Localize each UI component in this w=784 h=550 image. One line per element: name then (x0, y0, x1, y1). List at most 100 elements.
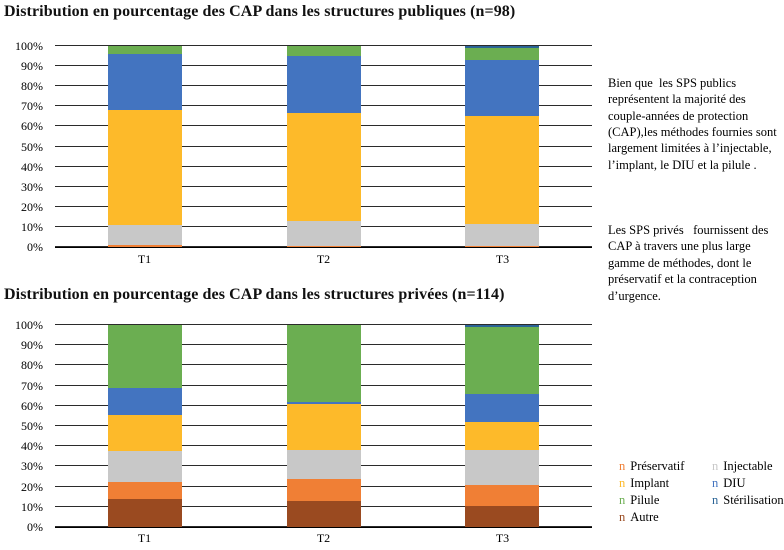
segment-Injectable (286, 450, 361, 479)
legend-marker-DIU: n (712, 476, 719, 490)
segment-Implant (465, 422, 540, 451)
x-tick-label: T3 (495, 252, 510, 266)
segment-Stérilisation (465, 325, 540, 328)
chart-2-plot (55, 324, 592, 528)
y-tick-label: 20% (21, 199, 43, 214)
legend-item-Autre: n Autre (619, 509, 712, 526)
segment-Autre (107, 498, 182, 527)
chart-1-x-axis: T1 T2 T3 (55, 252, 592, 268)
legend-label: Autre (630, 510, 659, 524)
legend-marker-Préservatif: n (619, 459, 626, 473)
segment-Implant (465, 116, 540, 224)
segment-Injectable (107, 451, 182, 482)
gridline (55, 45, 592, 46)
segment-Préservatif (286, 246, 361, 247)
legend-label: DIU (723, 476, 746, 490)
annotation-paragraph-2: Les SPS privés fournissent des CAP à tra… (608, 223, 772, 303)
legend-marker-Stérilisation: n (712, 493, 719, 507)
x-tick-label: T1 (137, 531, 152, 545)
legend-label: Préservatif (630, 459, 685, 473)
segment-Autre (465, 505, 540, 527)
annotation-paragraph-1: Bien que les SPS publics représentent la… (608, 75, 780, 172)
legend-label: Implant (630, 476, 670, 490)
y-tick-label: 90% (21, 59, 43, 74)
segment-DIU (286, 401, 361, 404)
y-tick-label: 0% (27, 240, 43, 254)
segment-Pilule (465, 48, 540, 61)
y-tick-label: 90% (21, 338, 43, 353)
segment-Stérilisation (465, 46, 540, 49)
segment-Pilule (465, 327, 540, 394)
legend-column: n Préservatif n Implant n Pilule n Autre (619, 458, 712, 526)
y-tick-label: 100% (15, 39, 43, 53)
legend-label: Stérilisation (723, 493, 784, 507)
bar-T1 (107, 325, 182, 527)
y-tick-label: 80% (21, 358, 43, 373)
segment-Injectable (286, 220, 361, 246)
segment-Pilule (286, 46, 361, 57)
y-tick-label: 70% (21, 99, 43, 114)
segment-Injectable (107, 224, 182, 245)
chart-2-title: Distribution en pourcentage des CAP dans… (4, 286, 505, 303)
segment-Implant (286, 113, 361, 221)
y-tick-label: 60% (21, 119, 43, 134)
legend-marker-Injectable: n (712, 459, 719, 473)
legend-marker-Implant: n (619, 476, 626, 490)
chart-1-y-axis: 0% 10% 20% 30% 40% 50% 60% 70% 80% 90% 100% (0, 40, 48, 253)
segment-Injectable (465, 450, 540, 485)
segment-Implant (107, 110, 182, 225)
gridline (55, 324, 592, 325)
bar-T2 (286, 46, 361, 247)
y-tick-label: 60% (21, 398, 43, 413)
segment-Préservatif (107, 481, 182, 499)
legend-item-Stérilisation: n Stérilisation (712, 492, 784, 509)
legend-item-Préservatif: n Préservatif (619, 458, 712, 475)
segment-Préservatif (465, 484, 540, 506)
legend-label: Pilule (630, 493, 660, 507)
segment-Pilule (107, 46, 182, 55)
segment-DIU (107, 54, 182, 111)
segment-Pilule (107, 325, 182, 388)
chart-1-x-axis-line (55, 246, 592, 248)
segment-Préservatif (465, 246, 540, 247)
legend-marker-Pilule: n (619, 493, 626, 507)
segment-Pilule (286, 325, 361, 402)
segment-Préservatif (107, 245, 182, 247)
segment-DIU (465, 60, 540, 117)
y-tick-label: 10% (21, 499, 43, 514)
y-tick-label: 80% (21, 79, 43, 94)
legend-item-Implant: n Implant (619, 475, 712, 492)
bar-T1 (107, 46, 182, 247)
bar-T2 (286, 325, 361, 527)
segment-Préservatif (286, 478, 361, 501)
y-tick-label: 30% (21, 459, 43, 474)
x-tick-label: T2 (316, 252, 331, 266)
y-tick-label: 100% (15, 318, 43, 332)
annotation-block: Bien que les SPS publics représentent la… (608, 42, 784, 353)
chart-1-plot (55, 45, 592, 248)
y-tick-label: 40% (21, 159, 43, 174)
x-tick-label: T1 (137, 252, 152, 266)
legend-marker-Autre: n (619, 510, 626, 524)
y-tick-label: 0% (27, 520, 43, 534)
legend-column: n Injectable n DIU n Stérilisation (712, 458, 784, 526)
segment-Implant (107, 414, 182, 452)
y-tick-label: 50% (21, 419, 43, 433)
x-tick-label: T2 (316, 531, 331, 545)
y-tick-label: 50% (21, 139, 43, 154)
y-tick-label: 30% (21, 179, 43, 194)
legend: n Préservatif n Implant n Pilule n Autre n Inject… (619, 458, 784, 526)
bar-T3 (465, 46, 540, 247)
bar-T3 (465, 325, 540, 527)
segment-DIU (286, 56, 361, 114)
segment-Injectable (465, 223, 540, 246)
legend-label: Injectable (723, 459, 773, 473)
y-tick-label: 20% (21, 479, 43, 494)
legend-item-DIU: n DIU (712, 475, 784, 492)
y-tick-label: 10% (21, 219, 43, 234)
chart-2-x-axis: T1 T2 T3 (55, 531, 592, 547)
x-tick-label: T3 (495, 531, 510, 545)
segment-DIU (465, 393, 540, 422)
legend-item-Injectable: n Injectable (712, 458, 784, 475)
